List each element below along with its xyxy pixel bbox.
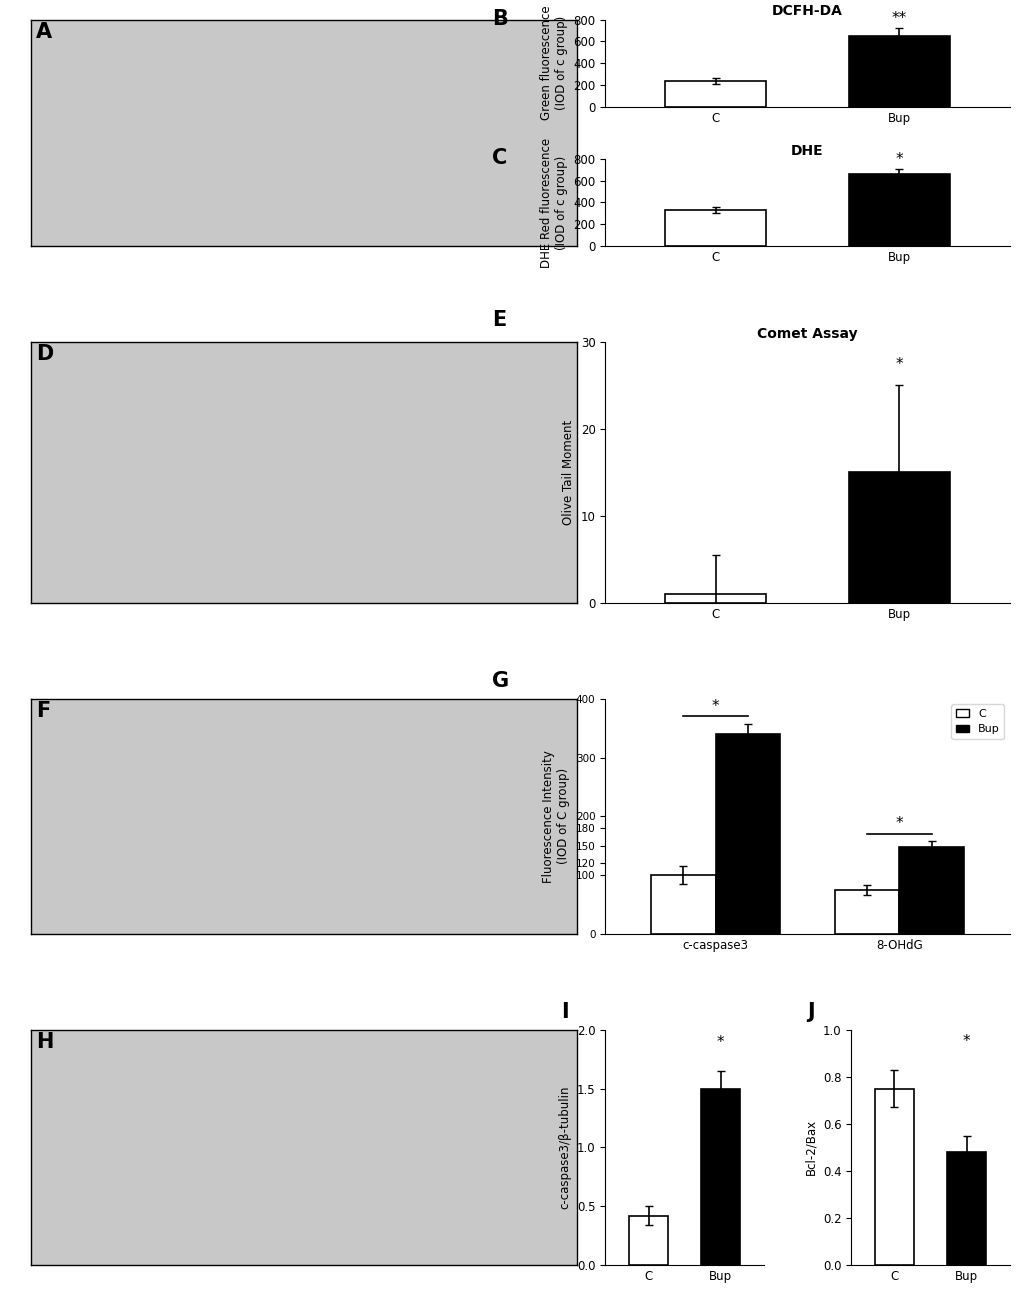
Bar — [899, 848, 963, 934]
Bar — [650, 875, 715, 934]
Text: D: D — [36, 344, 53, 364]
Bar — [873, 1089, 913, 1265]
Text: J: J — [806, 1001, 813, 1021]
Title: Comet Assay: Comet Assay — [756, 326, 857, 340]
Y-axis label: c-caspase3/β-tubulin: c-caspase3/β-tubulin — [557, 1085, 571, 1209]
Bar — [715, 734, 780, 934]
Text: *: * — [895, 153, 903, 167]
Text: **: ** — [891, 10, 906, 26]
Y-axis label: Green fluorescence
(IOD of c group): Green fluorescence (IOD of c group) — [539, 5, 568, 120]
Bar — [700, 1089, 740, 1265]
Title: DCFH-DA: DCFH-DA — [771, 4, 842, 18]
Bar — [664, 595, 765, 602]
Text: A: A — [36, 22, 52, 42]
Bar — [664, 210, 765, 246]
Text: B: B — [491, 9, 507, 29]
Text: E: E — [491, 310, 505, 330]
Bar — [835, 889, 899, 934]
Bar — [628, 1215, 667, 1265]
Text: *: * — [895, 816, 903, 831]
Bar — [946, 1151, 985, 1265]
Text: F: F — [36, 702, 50, 721]
Bar — [664, 81, 765, 107]
Text: *: * — [711, 699, 718, 713]
Text: *: * — [895, 357, 903, 372]
Text: I: I — [560, 1001, 568, 1021]
Text: C: C — [491, 149, 506, 168]
Legend: C, Bup: C, Bup — [951, 704, 1004, 739]
Text: *: * — [962, 1034, 969, 1048]
Y-axis label: Olive Tail Moment: Olive Tail Moment — [561, 420, 575, 526]
Title: DHE: DHE — [791, 143, 823, 158]
Bar — [848, 175, 949, 246]
Y-axis label: DHE Red fluorescence
(IOD of c group): DHE Red fluorescence (IOD of c group) — [539, 137, 568, 267]
Bar — [848, 472, 949, 602]
Y-axis label: Bcl-2/Bax: Bcl-2/Bax — [803, 1119, 816, 1175]
Y-axis label: Fluorescence Intensity
(IOD of C group): Fluorescence Intensity (IOD of C group) — [542, 750, 570, 883]
Text: H: H — [36, 1031, 53, 1052]
Bar — [848, 37, 949, 107]
Text: *: * — [716, 1035, 723, 1050]
Text: G: G — [491, 670, 508, 691]
